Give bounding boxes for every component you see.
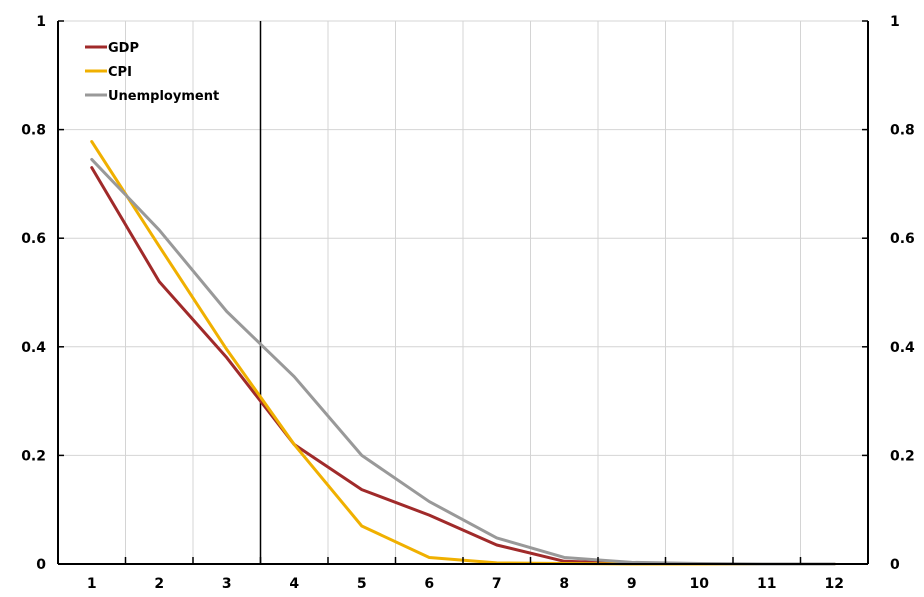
x-tick-label: 9 [627, 576, 637, 592]
y-tick-label-left: 1 [36, 14, 46, 30]
y-tick-label-right: 0.4 [890, 340, 915, 356]
x-tick-label: 3 [222, 576, 232, 592]
y-tick-label-left: 0.2 [21, 448, 46, 464]
x-tick-label: 8 [559, 576, 569, 592]
y-tick-label-right: 1 [890, 14, 900, 30]
y-tick-label-left: 0.6 [21, 231, 46, 247]
x-tick-label: 5 [357, 576, 367, 592]
y-tick-label-right: 0.2 [890, 448, 915, 464]
x-tick-label: 2 [154, 576, 164, 592]
y-tick-label-right: 0.6 [890, 231, 915, 247]
grid-lines [58, 20, 868, 564]
y-tick-label-right: 0.8 [890, 123, 915, 139]
y-tick-label-left: 0.8 [21, 123, 46, 139]
y-tick-label-left: 0.4 [21, 340, 46, 356]
axes [57, 20, 869, 565]
legend-label-gdp: GDP [108, 41, 139, 56]
x-tick-label: 10 [690, 576, 710, 592]
legend: GDP CPI Unemployment [85, 41, 219, 104]
x-tick-label: 12 [825, 576, 844, 592]
legend-label-cpi: CPI [108, 65, 132, 80]
y-tick-label-left: 0 [36, 557, 46, 573]
x-tick-label: 1 [87, 576, 97, 592]
x-tick-label: 6 [424, 576, 434, 592]
x-tick-label: 4 [289, 576, 299, 592]
x-tick-label: 7 [492, 576, 502, 592]
y-tick-label-right: 0 [890, 557, 900, 573]
legend-label-unemployment: Unemployment [108, 89, 219, 104]
x-tick-label: 11 [757, 576, 776, 592]
tick-labels: 0 00.2 0.20.4 0.40.6 0.60.8 0.81 11 2 3 4 5 6 7 8 9 10 1… [21, 14, 915, 592]
